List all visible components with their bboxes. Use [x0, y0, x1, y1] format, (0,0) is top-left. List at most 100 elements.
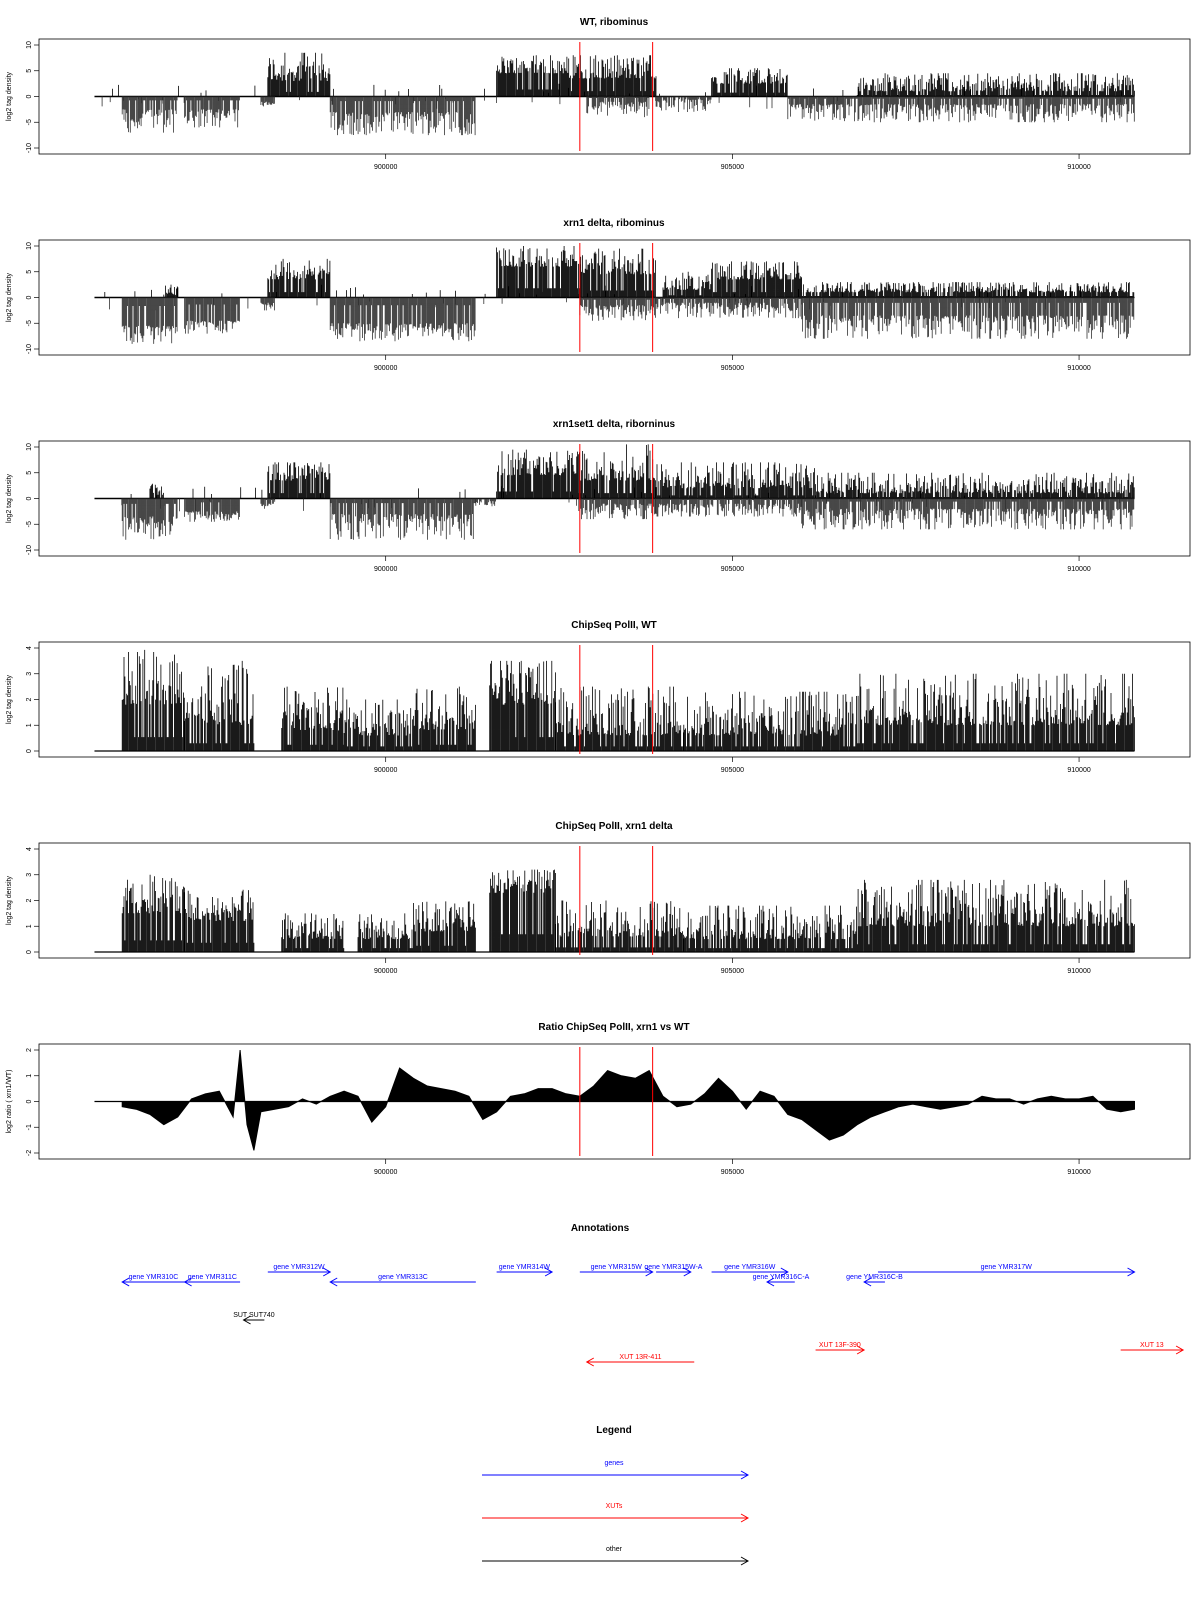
- annotations-track: Annotations gene YMR310C gene YMR311Cgene…: [121, 1223, 1185, 1367]
- strand-arrow-icon: [863, 1277, 872, 1287]
- x-tick-label: 910000: [1067, 767, 1090, 774]
- legend-arrow-icon: [740, 1556, 750, 1566]
- x-tick-label: 900000: [374, 164, 397, 171]
- feature-label: gene YMR315W-A: [644, 1264, 702, 1271]
- y-tick-label: -2: [26, 1150, 33, 1156]
- annotation-feature: gene YMR315W-A: [644, 1264, 703, 1277]
- signal-bars: [104, 246, 1135, 298]
- y-tick-label: 10: [26, 443, 33, 451]
- y-tick-label: 0: [26, 749, 33, 753]
- feature-label: gene YMR312W: [273, 1264, 325, 1271]
- annotation-feature: XUT 13: [1120, 1342, 1185, 1355]
- chart-panel-5: ChipSeq PolII, xrn1 delta 0 1 2 3 4 log2 tag d…: [6, 821, 1191, 975]
- data-marks: [94, 649, 1135, 752]
- y-tick-label: 0: [26, 950, 33, 954]
- signal-bars: [121, 498, 1135, 540]
- y-tick-label: -10: [26, 545, 33, 555]
- legend-title: Legend: [596, 1425, 632, 1436]
- y-tick-label: -1: [26, 1124, 33, 1130]
- x-tick-label: 910000: [1067, 164, 1090, 171]
- strand-arrow-icon: [329, 1277, 338, 1287]
- annotation-feature: gene YMR314W: [496, 1264, 554, 1277]
- legend-label: XUTs: [606, 1503, 623, 1510]
- y-axis-label: log2 tag density: [6, 875, 13, 925]
- series-minus-strand: [121, 498, 1135, 540]
- chart-panel-6: Ratio ChipSeq PolII, xrn1 vs WT -2 -1 0 1 2 lo…: [6, 1022, 1191, 1176]
- y-tick-label: -10: [26, 344, 33, 354]
- legend-label: genes: [604, 1460, 624, 1467]
- y-tick-label: -5: [26, 521, 33, 527]
- y-tick-label: -5: [26, 119, 33, 125]
- chart-title: ChipSeq PolII, xrn1 delta: [555, 821, 673, 832]
- series-plus-strand: [121, 649, 1135, 751]
- legend-item: XUTs: [482, 1503, 750, 1523]
- chart-title: ChipSeq PolII, WT: [571, 620, 657, 631]
- y-tick-label: 5: [26, 270, 33, 274]
- strand-arrow-icon: [766, 1277, 775, 1287]
- chart-title: xrn1set1 delta, riborninus: [553, 419, 676, 430]
- series-plus-strand: [104, 246, 1135, 298]
- feature-label: SUT SUT740: [233, 1312, 275, 1319]
- y-tick-label: 0: [26, 295, 33, 299]
- annotation-features: gene YMR310C gene YMR311C gene YMR312W gene…: [121, 1264, 1185, 1367]
- legend-item: other: [482, 1546, 750, 1566]
- legend-arrow-icon: [740, 1513, 750, 1523]
- signal-bars: [130, 444, 1135, 499]
- y-axis-label: log2 tag density: [6, 272, 13, 322]
- x-tick-label: 900000: [374, 767, 397, 774]
- feature-label: XUT 13F-390: [819, 1342, 861, 1349]
- annotation-feature: XUT 13R-411: [585, 1354, 695, 1367]
- chart-panel-2: xrn1 delta, ribominus -10 -5 0 5 10 log2 tag d…: [6, 218, 1191, 372]
- legend-item: genes: [482, 1460, 750, 1480]
- x-tick-label: 900000: [374, 968, 397, 975]
- y-tick-label: 10: [26, 41, 33, 49]
- x-tick-label: 905000: [721, 365, 744, 372]
- feature-label: gene YMR310C: [129, 1274, 179, 1281]
- y-tick-label: 1: [26, 924, 33, 928]
- y-tick-label: 1: [26, 1074, 33, 1078]
- feature-label: gene YMR311C: [188, 1274, 237, 1281]
- annotation-feature: gene YMR310C: [121, 1274, 185, 1287]
- chart-title: xrn1 delta, ribominus: [563, 218, 665, 229]
- y-tick-label: 2: [26, 1048, 33, 1052]
- feature-label: gene YMR313C: [378, 1274, 428, 1281]
- x-tick-label: 905000: [721, 1169, 744, 1176]
- feature-label: gene YMR314W: [499, 1264, 551, 1271]
- strand-arrow-icon: [544, 1267, 554, 1277]
- x-tick-label: 905000: [721, 767, 744, 774]
- y-tick-label: 2: [26, 697, 33, 701]
- y-tick-label: -5: [26, 320, 33, 326]
- x-tick-label: 910000: [1067, 365, 1090, 372]
- y-tick-label: 1: [26, 723, 33, 727]
- x-tick-label: 900000: [374, 365, 397, 372]
- annotation-feature: gene YMR316W: [711, 1264, 789, 1277]
- y-tick-label: 10: [26, 242, 33, 250]
- y-tick-label: -10: [26, 143, 33, 153]
- annotation-feature: gene YMR316C-A: [753, 1274, 810, 1287]
- y-tick-label: 5: [26, 471, 33, 475]
- strand-arrow-icon: [242, 1315, 251, 1325]
- x-tick-label: 910000: [1067, 1169, 1090, 1176]
- series-plus-strand: [112, 52, 1135, 97]
- y-tick-label: 2: [26, 898, 33, 902]
- chart-panel-3: xrn1set1 delta, riborninus -10 -5 0 5 10 log2 …: [6, 419, 1191, 573]
- annotation-feature: gene YMR312W: [267, 1264, 332, 1277]
- strand-arrow-icon: [856, 1345, 866, 1355]
- series-plus-strand: [121, 869, 1135, 952]
- series-plus-strand: [130, 444, 1135, 499]
- strand-arrow-icon: [1175, 1345, 1185, 1355]
- strand-arrow-icon: [183, 1277, 192, 1287]
- series-minus-strand: [109, 297, 1135, 344]
- annotation-feature: XUT 13F-390: [815, 1342, 866, 1355]
- signal-bars: [101, 96, 1135, 136]
- data-marks: [94, 444, 1135, 540]
- data-marks: [94, 1049, 1135, 1151]
- y-tick-label: 4: [26, 847, 33, 851]
- y-tick-label: 0: [26, 1099, 33, 1103]
- strand-arrow-icon: [645, 1267, 654, 1277]
- feature-label: gene YMR317W: [981, 1264, 1033, 1271]
- feature-label: gene YMR316W: [724, 1264, 776, 1271]
- annotation-feature: gene YMR311C: [183, 1274, 241, 1287]
- data-marks: [94, 246, 1135, 344]
